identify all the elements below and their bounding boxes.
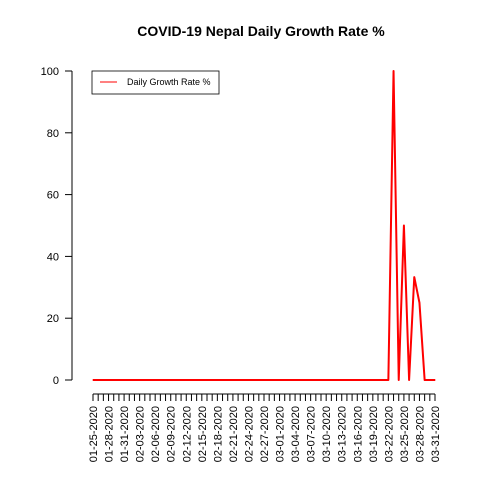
x-tick-label: 02-06-2020 xyxy=(150,406,162,462)
x-tick-label: 03-28-2020 xyxy=(414,406,426,462)
x-tick-label: 02-03-2020 xyxy=(135,406,147,462)
data-point xyxy=(429,379,431,381)
data-point xyxy=(387,379,389,381)
y-tick-label: 60 xyxy=(47,190,59,202)
x-tick-label: 03-13-2020 xyxy=(337,406,349,462)
y-tick-label: 0 xyxy=(53,375,59,387)
series-line xyxy=(93,70,435,381)
y-tick-label: 40 xyxy=(47,251,59,263)
x-tick-label: 02-24-2020 xyxy=(243,406,255,462)
data-point xyxy=(424,379,426,381)
legend-label: Daily Growth Rate % xyxy=(127,77,211,87)
y-axis: 0 20 40 60 80 100 xyxy=(41,66,73,387)
x-tick-label: 02-21-2020 xyxy=(228,406,240,462)
y-tick-label: 20 xyxy=(47,313,59,325)
x-tick-label: 03-19-2020 xyxy=(368,406,380,462)
data-point xyxy=(434,379,436,381)
x-tick-label: 03-07-2020 xyxy=(306,406,318,462)
data-point xyxy=(418,302,421,304)
x-tick-label: 03-22-2020 xyxy=(383,406,395,462)
data-point xyxy=(398,379,400,381)
legend: Daily Growth Rate % xyxy=(91,70,220,95)
legend-box xyxy=(91,70,220,95)
x-tick-label: 02-09-2020 xyxy=(166,406,178,462)
data-point xyxy=(408,379,410,381)
x-tick-label: 03-31-2020 xyxy=(430,406,442,462)
series-layer xyxy=(92,70,436,381)
chart-title: COVID-19 Nepal Daily Growth Rate % xyxy=(137,23,385,39)
x-tick-label: 03-04-2020 xyxy=(290,406,302,462)
data-point xyxy=(392,70,395,72)
x-axis: 01-25-2020 01-28-2020 01-31-2020 02-03-2020… xyxy=(88,393,442,462)
x-tick-label: 02-18-2020 xyxy=(212,406,224,462)
x-tick-label: 01-25-2020 xyxy=(88,406,100,462)
x-tick-label: 02-12-2020 xyxy=(181,406,193,462)
data-point xyxy=(92,379,94,381)
x-tick-label: 03-25-2020 xyxy=(399,406,411,462)
x-tick-label: 01-31-2020 xyxy=(119,406,131,462)
data-point xyxy=(403,224,405,227)
x-tick-label: 02-15-2020 xyxy=(197,406,209,462)
y-tick-label: 100 xyxy=(41,66,59,78)
x-tick-label: 03-16-2020 xyxy=(352,406,364,462)
x-tick-label: 02-27-2020 xyxy=(259,406,271,462)
data-point xyxy=(413,276,415,278)
y-tick-label: 80 xyxy=(47,128,59,140)
x-tick-label: 03-01-2020 xyxy=(275,406,287,462)
x-tick-label: 01-28-2020 xyxy=(104,406,116,462)
x-tick-label: 03-10-2020 xyxy=(321,406,333,462)
